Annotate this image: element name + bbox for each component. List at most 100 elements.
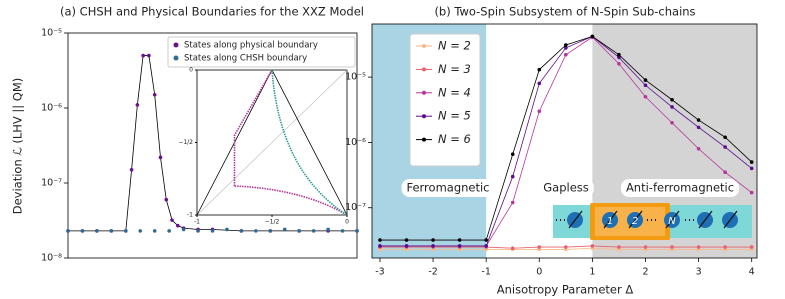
legend-box [167, 36, 356, 68]
spin-arrow [568, 210, 583, 229]
chart-title: (a) CHSH and Physical Boundaries for the… [60, 5, 364, 19]
data-point [282, 227, 287, 232]
data-point [696, 146, 701, 151]
data-point [723, 245, 727, 249]
spin-label: 1 [607, 216, 613, 227]
data-point [124, 229, 128, 233]
y-tick-label: 10⁻⁵ [41, 28, 62, 39]
data-point [152, 92, 157, 97]
y-tick-label: 10⁻⁶ [345, 137, 366, 148]
x-tick-label: -1 [481, 267, 490, 278]
data-point [696, 125, 701, 130]
region-label-bg [620, 179, 740, 197]
data-point [564, 52, 568, 57]
data-point [564, 46, 568, 50]
data-point [170, 218, 174, 222]
data-point [564, 43, 568, 47]
data-point [326, 227, 330, 232]
data-point [537, 109, 542, 114]
legend-label: N = 6 [438, 132, 471, 146]
data-point [590, 34, 595, 39]
x-tick-label: 0 [536, 267, 542, 278]
data-point [129, 167, 134, 172]
data-point [176, 223, 180, 228]
data-point [749, 166, 754, 171]
inset-x-tick-label: 0 [345, 219, 349, 226]
region-label: Gapless [543, 181, 589, 195]
data-point [643, 83, 648, 88]
data-point [617, 55, 621, 60]
plot-frame [67, 32, 358, 259]
data-point [457, 238, 462, 242]
data-point [696, 245, 701, 249]
x-tick-label: 2 [642, 267, 648, 278]
data-point [617, 52, 621, 57]
y-tick-label: 10⁻⁷ [41, 178, 62, 189]
plot-frame [371, 23, 758, 259]
y-axis-label: Deviation ℒ (LHV || QM) [11, 78, 25, 215]
data-point [158, 155, 163, 160]
data-point [643, 78, 648, 82]
data-point [484, 244, 488, 248]
spin-label: 2 [632, 216, 638, 227]
legend-label: States along physical boundary [184, 41, 318, 51]
data-point [378, 238, 382, 242]
spin-arrow [723, 210, 738, 229]
data-point [297, 229, 302, 233]
data-point [254, 229, 258, 233]
inset-diagonal [196, 69, 348, 216]
region-label-bg [538, 179, 594, 197]
data-point [404, 244, 409, 248]
inset-y-tick-label: −1/2 [178, 139, 193, 146]
data-point [66, 229, 70, 233]
data-point [670, 120, 674, 125]
data-point [431, 244, 435, 248]
data-point [378, 244, 382, 248]
y-tick-label: 10⁻⁵ [345, 72, 366, 83]
data-point [484, 238, 488, 242]
data-point [147, 53, 151, 58]
legend-box [409, 33, 481, 167]
chart-title: (b) Two-Spin Subsystem of N-Spin Sub-cha… [434, 5, 695, 19]
data-point [617, 245, 621, 249]
inset-x-tick-label: −1/2 [265, 219, 280, 226]
data-point [457, 244, 462, 248]
data-point [152, 229, 157, 233]
legend-label: N = 2 [438, 39, 471, 53]
legend-marker [422, 137, 426, 142]
data-point [510, 174, 515, 179]
data-point [749, 190, 754, 195]
data-point [749, 160, 754, 164]
data-point [340, 229, 345, 233]
y-tick-label: 10⁻⁸ [41, 253, 62, 264]
legend-marker [422, 67, 426, 72]
data-point [135, 103, 140, 107]
data-point [431, 238, 435, 242]
legend-marker [173, 55, 179, 61]
x-tick-label: 3 [696, 267, 702, 278]
data-point [80, 229, 85, 233]
data-point [196, 229, 200, 233]
data-point [670, 97, 674, 102]
x-tick-label: -3 [375, 267, 384, 278]
data-point [510, 152, 515, 157]
data-point [537, 81, 542, 86]
data-point [696, 118, 701, 122]
data-point [643, 245, 648, 249]
data-point [723, 135, 727, 140]
data-point [239, 229, 244, 233]
inset-chsh-curve [271, 69, 348, 216]
data-point [590, 244, 595, 248]
data-point [537, 245, 542, 249]
data-point [537, 67, 542, 72]
data-point [670, 245, 674, 249]
data-point [510, 200, 515, 205]
spin-arrow [665, 210, 680, 229]
legend-marker [422, 90, 426, 95]
data-point [617, 61, 621, 66]
legend-label: States along CHSH boundary [184, 54, 307, 64]
inset-y-tick-label: 0 [189, 67, 193, 74]
data-point [167, 229, 171, 233]
data-point [643, 94, 648, 99]
data-point [95, 229, 99, 233]
